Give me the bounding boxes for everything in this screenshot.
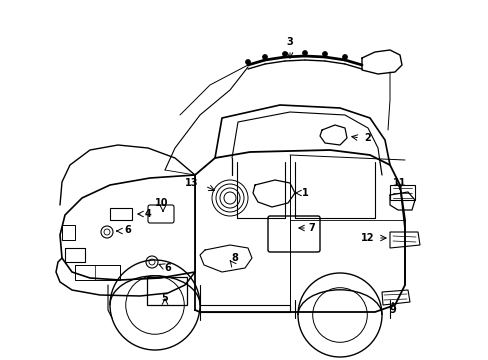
Circle shape (322, 51, 327, 57)
Text: 10: 10 (155, 198, 168, 208)
Circle shape (282, 51, 287, 57)
Text: 8: 8 (231, 253, 238, 263)
Text: 13: 13 (185, 178, 198, 188)
Circle shape (245, 59, 250, 64)
Text: 4: 4 (144, 209, 151, 219)
Text: 2: 2 (364, 133, 370, 143)
Text: 5: 5 (162, 293, 168, 303)
Text: 11: 11 (392, 178, 406, 188)
Text: 12: 12 (361, 233, 374, 243)
Text: 7: 7 (308, 223, 315, 233)
Text: 1: 1 (301, 188, 308, 198)
Text: 6: 6 (164, 263, 171, 273)
Circle shape (342, 54, 347, 59)
Circle shape (302, 50, 307, 55)
Text: 9: 9 (389, 305, 396, 315)
Circle shape (262, 54, 267, 59)
Text: 6: 6 (124, 225, 131, 235)
Text: 3: 3 (286, 37, 293, 47)
